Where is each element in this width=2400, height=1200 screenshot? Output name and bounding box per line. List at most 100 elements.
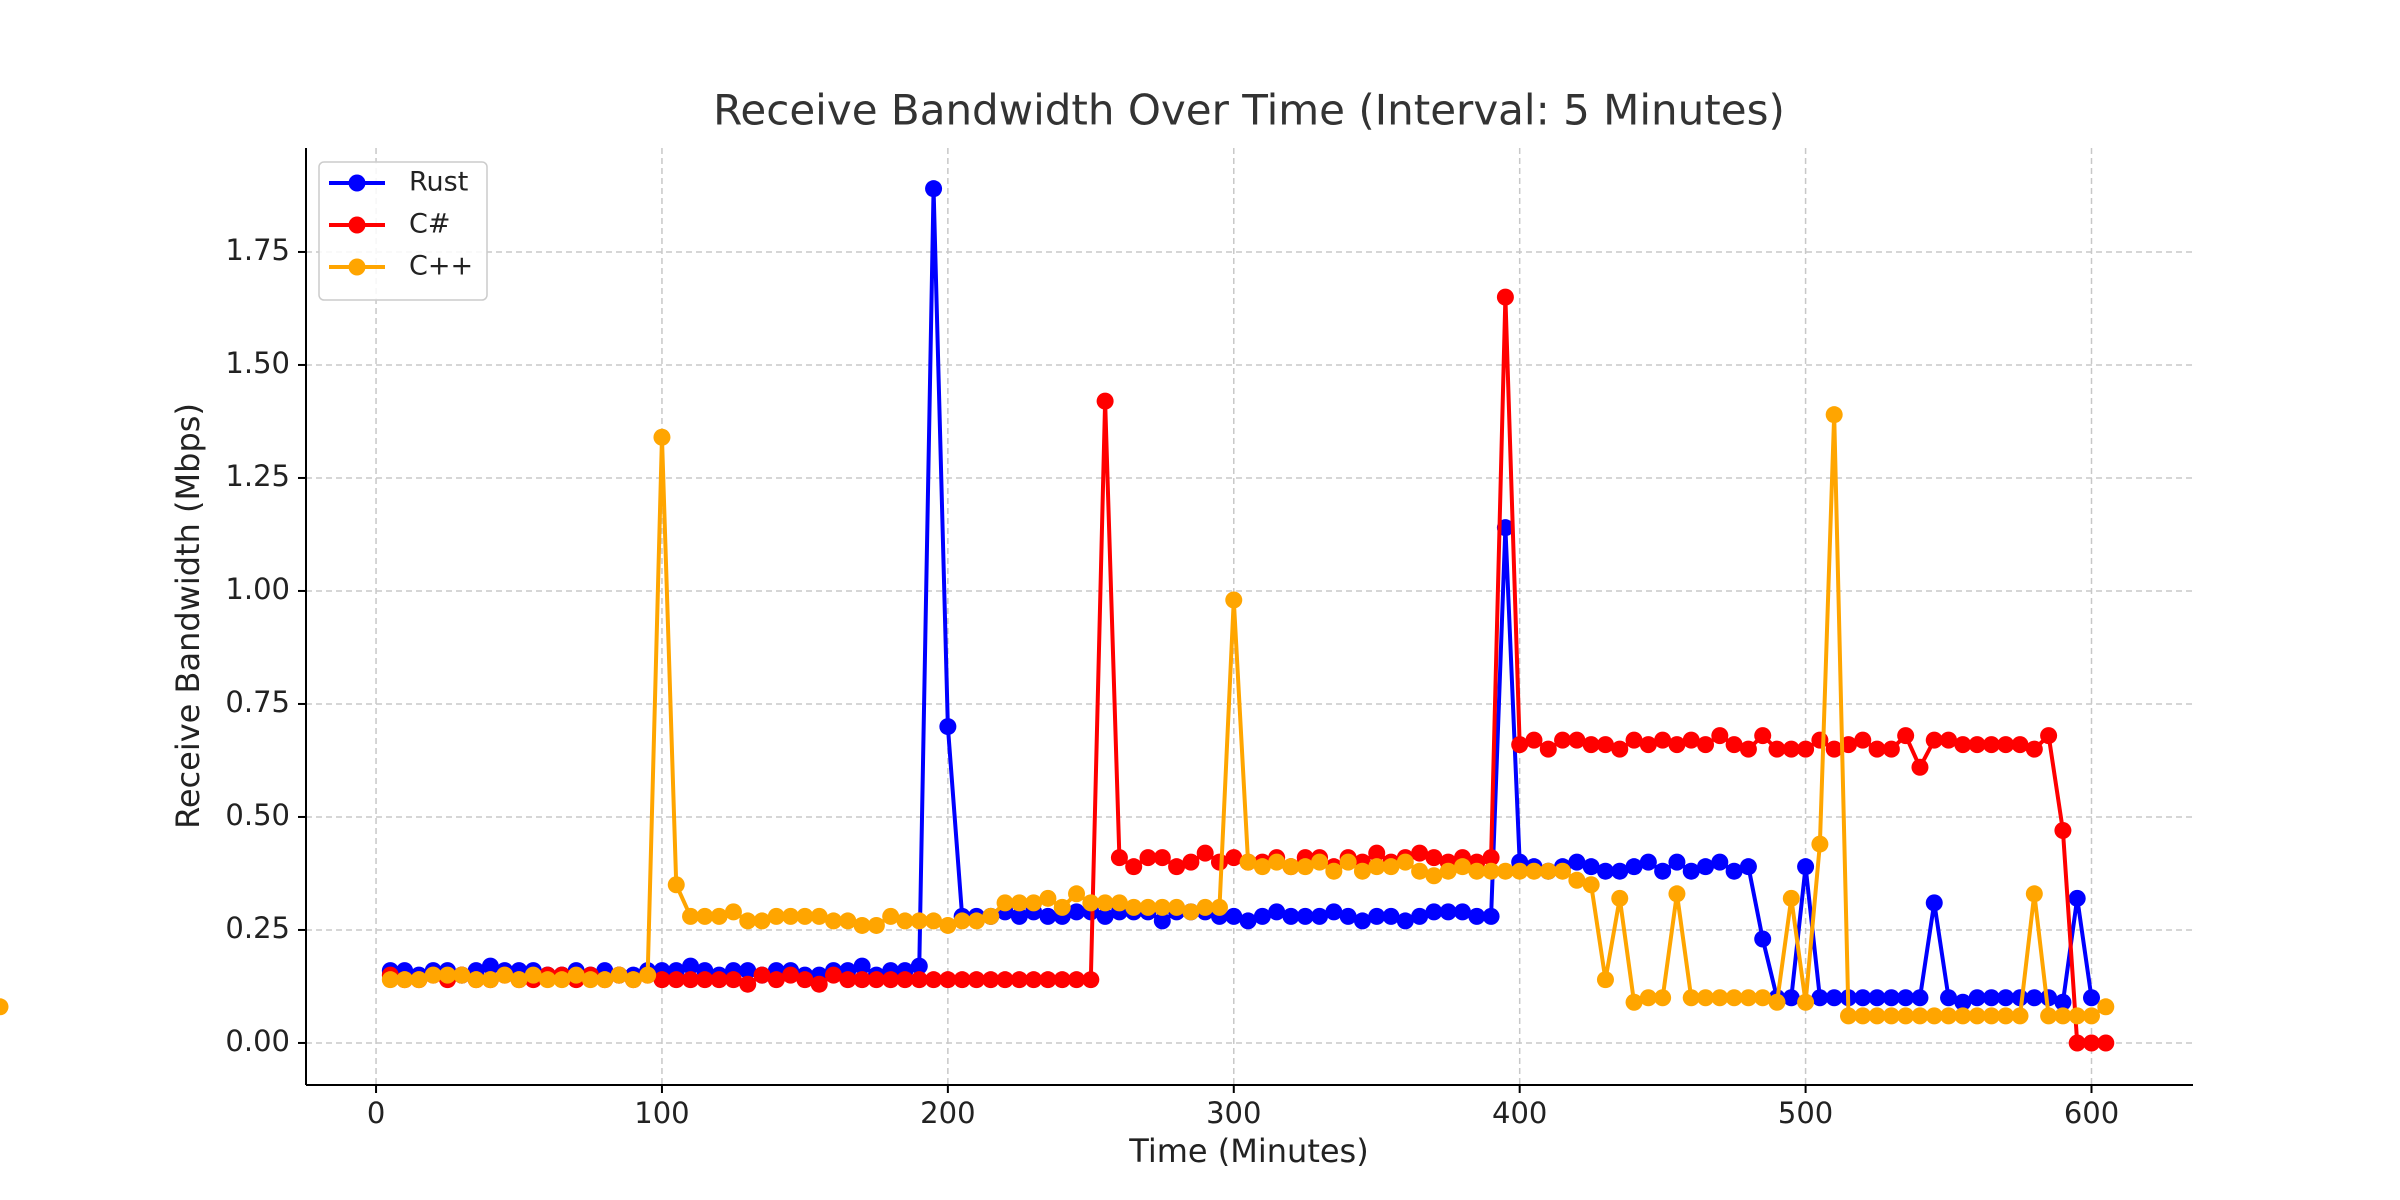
data-point [553,971,571,989]
data-point [939,916,957,934]
data-point [1025,894,1043,912]
data-point [1897,1007,1915,1025]
data-point [1625,993,1643,1011]
data-point [1039,907,1057,925]
x-axis-label: Time (Minutes) [1128,1132,1368,1170]
data-point [910,971,928,989]
data-point [2054,822,2072,840]
data-point [1825,740,1843,758]
data-point [1997,989,2015,1007]
data-point [810,907,828,925]
data-point [567,966,585,984]
data-point [682,957,700,975]
data-point [1454,858,1472,876]
data-point [496,966,514,984]
data-point [1582,736,1600,754]
data-point [1797,740,1815,758]
data-point [1625,731,1643,749]
data-point [1439,903,1457,921]
data-point [982,971,1000,989]
data-point [1811,835,1829,853]
data-point [1411,862,1429,880]
data-point [1425,849,1443,867]
data-point [1096,392,1114,410]
data-point [1110,894,1128,912]
y-tick-label: 1.25 [225,459,290,493]
data-point [424,966,442,984]
data-point [1968,736,1986,754]
data-point [1439,862,1457,880]
data-point [1596,736,1614,754]
data-point [1754,727,1772,745]
data-point [1797,858,1815,876]
data-point [1911,758,1929,776]
data-point [2083,989,2101,1007]
data-point [1339,853,1357,871]
data-point [1982,1007,2000,1025]
data-point [1997,736,2015,754]
data-point [481,957,499,975]
data-point [753,966,771,984]
data-point [639,966,657,984]
data-point [1210,898,1228,916]
data-point [996,894,1014,912]
data-point [2083,1034,2101,1052]
data-point [1454,903,1472,921]
data-point [1754,930,1772,948]
data-point [653,971,671,989]
data-point [782,966,800,984]
data-point [996,971,1014,989]
data-point [1168,858,1186,876]
data-point [1339,907,1357,925]
legend-marker [348,216,366,234]
data-point [1268,853,1286,871]
data-point [1196,844,1214,862]
data-point [1554,862,1572,880]
data-point [1768,993,1786,1011]
data-point [1697,858,1715,876]
data-point [1139,849,1157,867]
data-point [2011,736,2029,754]
data-point [1025,971,1043,989]
data-point [1053,971,1071,989]
data-point [1168,898,1186,916]
data-point [1325,862,1343,880]
data-point [682,907,700,925]
data-point [2040,1007,2058,1025]
data-point [1511,862,1529,880]
data-point [1725,989,1743,1007]
data-point [1496,288,1514,306]
data-point [1682,731,1700,749]
data-point [1496,862,1514,880]
data-point [1697,736,1715,754]
data-point [1068,971,1086,989]
data-point [1782,740,1800,758]
data-point [2068,889,2086,907]
data-point [1010,971,1028,989]
data-point [1739,858,1757,876]
data-point [1882,1007,1900,1025]
data-point [2083,1007,2101,1025]
data-point [467,971,485,989]
data-point [839,971,857,989]
data-point [1825,406,1843,424]
data-point [1797,993,1815,1011]
data-point [1296,858,1314,876]
data-point [1053,898,1071,916]
data-point [1125,898,1143,916]
data-point [1039,889,1057,907]
data-point [2025,989,2043,1007]
data-point [1282,907,1300,925]
data-point [710,971,728,989]
data-point [1010,907,1028,925]
data-point [1539,862,1557,880]
data-point [1611,740,1629,758]
data-point [1082,971,1100,989]
data-point [953,912,971,930]
data-point [767,907,785,925]
data-point [1982,989,2000,1007]
data-point [1196,898,1214,916]
grid [306,148,2193,1085]
data-point [1911,1007,1929,1025]
data-point [1311,907,1329,925]
